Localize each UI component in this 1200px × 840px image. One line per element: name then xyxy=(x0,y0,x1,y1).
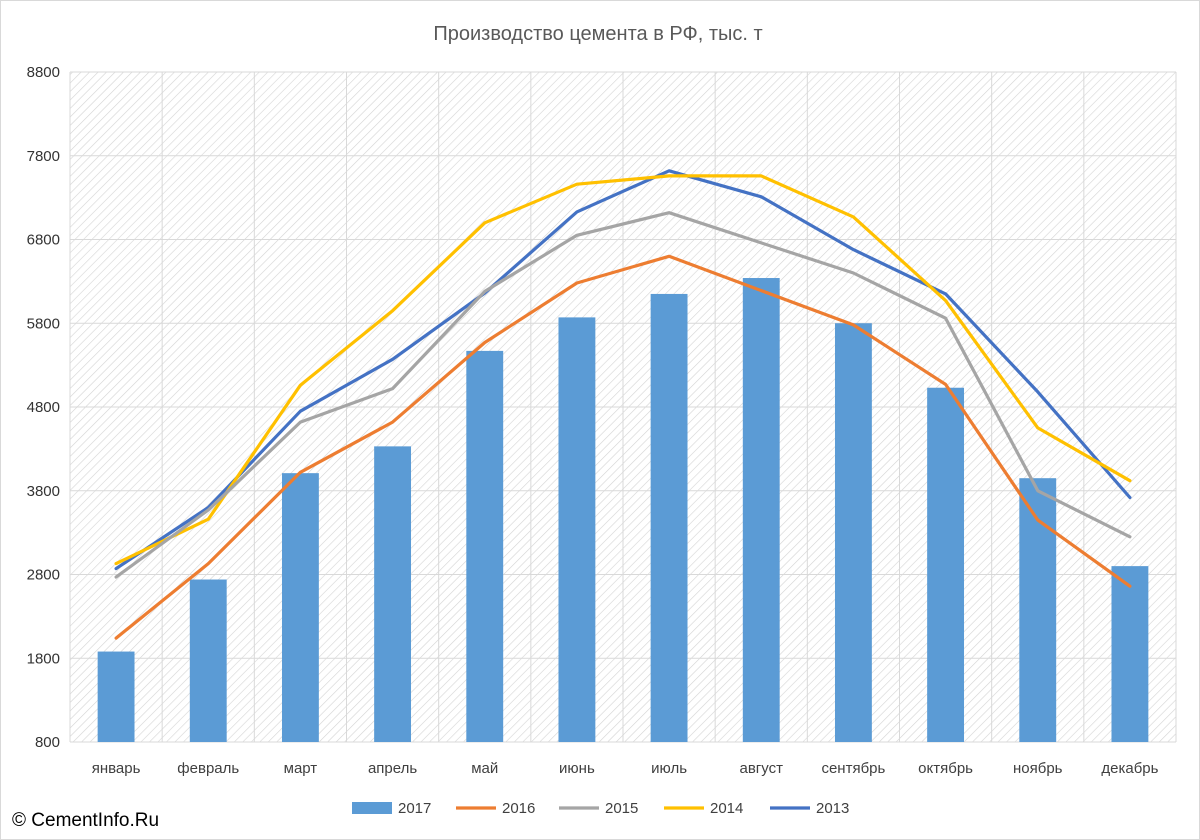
legend-label-2013: 2013 xyxy=(816,800,849,817)
x-axis-category-labels: январь февраль март апрель май июнь июль август… xyxy=(92,760,1159,777)
line-series-2016 xyxy=(114,254,1132,640)
x-tick-label: август xyxy=(740,760,784,777)
y-axis-tick-labels: 800 1800 2800 3800 4800 5800 6800 7800 8800 xyxy=(27,64,60,751)
y-tick-label: 7800 xyxy=(27,148,60,165)
x-tick-label: май xyxy=(471,760,498,777)
legend-label-2014: 2014 xyxy=(710,800,743,817)
bar-2017-август xyxy=(742,278,780,742)
line-series-2014 xyxy=(114,174,1132,566)
y-tick-label: 8800 xyxy=(27,64,60,81)
line-series-2015 xyxy=(114,211,1132,579)
x-tick-label: июль xyxy=(651,760,687,777)
bar-2017-декабрь xyxy=(1111,566,1149,742)
y-tick-label: 1800 xyxy=(27,650,60,667)
bar-2017-февраль xyxy=(189,579,227,742)
bar-2017-январь xyxy=(97,651,135,742)
y-tick-label: 2800 xyxy=(27,567,60,584)
x-tick-label: март xyxy=(284,760,318,777)
x-tick-label: февраль xyxy=(177,760,239,777)
bar-2017-ноябрь xyxy=(1019,478,1057,742)
x-tick-label: июнь xyxy=(559,760,595,777)
x-tick-label: сентябрь xyxy=(821,760,885,777)
line-series-2013 xyxy=(114,169,1132,571)
legend-label-2016: 2016 xyxy=(502,800,535,817)
x-tick-label: январь xyxy=(92,760,141,777)
y-tick-label: 800 xyxy=(35,734,60,751)
chart-title: Производство цемента в РФ, тыс. т xyxy=(433,23,762,45)
y-tick-label: 4800 xyxy=(27,399,60,416)
legend: 2017 2016 2015 2014 2013 xyxy=(352,800,849,817)
legend-label-2015: 2015 xyxy=(605,800,638,817)
line-series xyxy=(114,169,1132,640)
bar-2017-май xyxy=(466,350,504,742)
legend-swatch-2017 xyxy=(352,802,392,814)
legend-label-2017: 2017 xyxy=(398,800,431,817)
bar-2017-октябрь xyxy=(927,387,965,742)
y-tick-label: 6800 xyxy=(27,232,60,249)
bar-2017-июнь xyxy=(558,317,596,742)
bar-series xyxy=(97,278,1149,742)
gridlines xyxy=(69,71,1177,743)
y-tick-label: 5800 xyxy=(27,315,60,332)
bar-2017-июль xyxy=(650,293,688,742)
y-tick-label: 3800 xyxy=(27,483,60,500)
bar-2017-апрель xyxy=(374,446,412,742)
bar-2017-март xyxy=(281,473,319,742)
x-tick-label: апрель xyxy=(368,760,417,777)
copyright-label: © CementInfo.Ru xyxy=(12,810,160,831)
bar-2017-сентябрь xyxy=(834,323,872,742)
x-tick-label: декабрь xyxy=(1101,760,1158,777)
x-tick-label: ноябрь xyxy=(1013,760,1063,777)
x-tick-label: октябрь xyxy=(918,760,973,777)
